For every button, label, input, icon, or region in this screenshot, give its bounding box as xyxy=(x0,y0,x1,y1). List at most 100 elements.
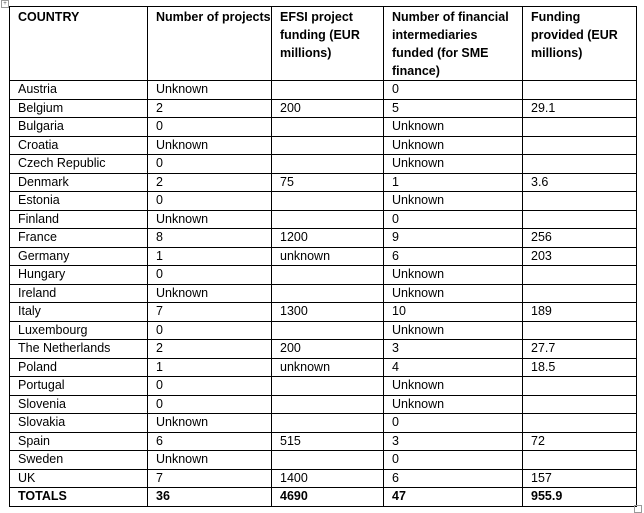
table-row: France 8 1200 9 256 xyxy=(9,228,637,248)
country-cell: Italy xyxy=(9,302,148,322)
table-cell: 0 xyxy=(147,376,272,396)
table-cell xyxy=(522,209,637,229)
table-cell xyxy=(271,265,384,285)
text-cursor xyxy=(636,265,637,281)
table-cell xyxy=(522,376,637,396)
country-cell: Spain xyxy=(9,431,148,451)
column-header: Number of financial intermediaries funde… xyxy=(383,6,523,81)
total-cell: 955.9 xyxy=(522,487,637,507)
table-cell xyxy=(271,117,384,137)
table-cell: 3.6 xyxy=(522,172,637,192)
table-cell: 200 xyxy=(271,98,384,118)
table-cell xyxy=(522,191,637,211)
table-cell: 0 xyxy=(147,191,272,211)
table-row: UK 7 1400 6 157 xyxy=(9,468,637,488)
table-cell: Unknown xyxy=(383,135,523,155)
table-cell: Unknown xyxy=(383,394,523,414)
table-cell xyxy=(271,80,384,100)
header-row: COUNTRY Number of projects EFSI project fu… xyxy=(9,6,637,81)
table-cell: Unknown xyxy=(383,376,523,396)
table-cell: 1400 xyxy=(271,468,384,488)
table-row: Bulgaria 0 Unknown xyxy=(9,117,637,137)
table-row: Belgium 2 200 5 29.1 xyxy=(9,98,637,118)
country-cell: France xyxy=(9,228,148,248)
country-cell: The Netherlands xyxy=(9,339,148,359)
table-cell: 29.1 xyxy=(522,98,637,118)
table-cell: 157 xyxy=(522,468,637,488)
table-row: Slovenia 0 Unknown xyxy=(9,394,637,414)
table-cell: 1300 xyxy=(271,302,384,322)
table-cell: unknown xyxy=(271,357,384,377)
table-cell xyxy=(522,154,637,174)
table-cell xyxy=(522,80,637,100)
table-cell: 0 xyxy=(147,265,272,285)
table-cell: Unknown xyxy=(383,320,523,340)
country-cell: UK xyxy=(9,468,148,488)
country-cell: Bulgaria xyxy=(9,117,148,137)
table-row: Germany 1 unknown 6 203 xyxy=(9,246,637,266)
country-cell: Luxembourg xyxy=(9,320,148,340)
table-cell: 2 xyxy=(147,339,272,359)
table-cell: 2 xyxy=(147,98,272,118)
table-row: Spain 6 515 3 72 xyxy=(9,431,637,451)
table-cell xyxy=(271,394,384,414)
table-cell: 6 xyxy=(383,246,523,266)
table-cell: 0 xyxy=(383,413,523,433)
table-resize-handle-icon[interactable] xyxy=(634,505,642,513)
table-cell: Unknown xyxy=(383,283,523,303)
country-cell: Ireland xyxy=(9,283,148,303)
country-cell: Belgium xyxy=(9,98,148,118)
table-cell xyxy=(271,191,384,211)
table-cell: 1 xyxy=(383,172,523,192)
table-cell: Unknown xyxy=(383,154,523,174)
table-cell xyxy=(522,265,637,285)
table-cell: 4 xyxy=(383,357,523,377)
table-cell xyxy=(271,209,384,229)
table-cell xyxy=(522,450,637,470)
totals-row: TOTALS 36 4690 47 955.9 xyxy=(9,487,637,507)
table-move-handle-icon[interactable]: + xyxy=(1,0,9,8)
table-cell: Unknown xyxy=(383,265,523,285)
table-cell: 6 xyxy=(147,431,272,451)
table-cell xyxy=(271,376,384,396)
table-cell: 256 xyxy=(522,228,637,248)
total-cell: 36 xyxy=(147,487,272,507)
country-cell: Finland xyxy=(9,209,148,229)
table-cell: unknown xyxy=(271,246,384,266)
table-cell xyxy=(271,154,384,174)
table-cell: 7 xyxy=(147,302,272,322)
table-cell xyxy=(522,394,637,414)
table-cell: 189 xyxy=(522,302,637,322)
column-header: Number of projects xyxy=(147,6,272,81)
table-row: Luxembourg 0 Unknown xyxy=(9,320,637,340)
table-cell xyxy=(271,450,384,470)
table-cell xyxy=(271,320,384,340)
table-row: Austria Unknown 0 xyxy=(9,80,637,100)
table-row: Slovakia Unknown 0 xyxy=(9,413,637,433)
table-cell: 5 xyxy=(383,98,523,118)
country-cell: Slovakia xyxy=(9,413,148,433)
country-funding-table: COUNTRY Number of projects EFSI project fu… xyxy=(9,6,637,507)
country-cell: Germany xyxy=(9,246,148,266)
total-cell: 4690 xyxy=(271,487,384,507)
table-cell: 7 xyxy=(147,468,272,488)
table-cell: Unknown xyxy=(147,450,272,470)
country-cell: Hungary xyxy=(9,265,148,285)
table-cell: Unknown xyxy=(147,283,272,303)
table-cell: 0 xyxy=(147,117,272,137)
table-cell: 27.7 xyxy=(522,339,637,359)
table-cell: 72 xyxy=(522,431,637,451)
table-cell: 515 xyxy=(271,431,384,451)
total-cell: TOTALS xyxy=(9,487,148,507)
table-row: Poland 1 unknown 4 18.5 xyxy=(9,357,637,377)
table-cell: 200 xyxy=(271,339,384,359)
table-row: Ireland Unknown Unknown xyxy=(9,283,637,303)
table-cell: 2 xyxy=(147,172,272,192)
country-cell: Croatia xyxy=(9,135,148,155)
table-cell: 18.5 xyxy=(522,357,637,377)
country-cell: Portugal xyxy=(9,376,148,396)
table-cell xyxy=(522,135,637,155)
table-cell: 3 xyxy=(383,431,523,451)
table-cell: Unknown xyxy=(147,135,272,155)
table-cell: 10 xyxy=(383,302,523,322)
